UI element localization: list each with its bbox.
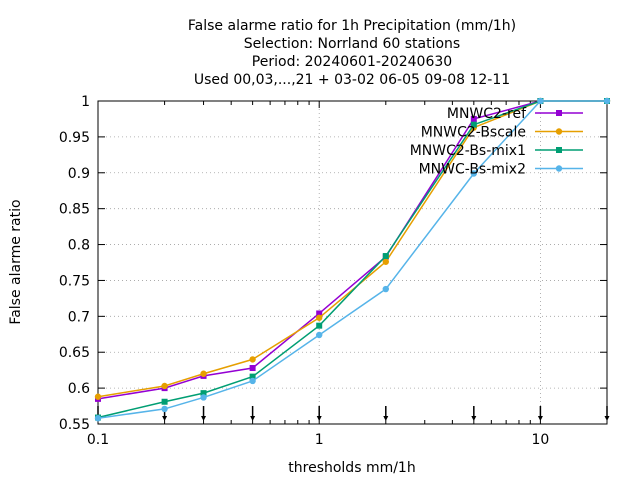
data-point [94, 415, 102, 422]
data-point [316, 310, 323, 317]
series-mnwc2-bscale [94, 97, 611, 400]
plot-frame [97, 100, 608, 425]
title-line: Used 00,03,...,21 + 03-02 06-05 09-08 12… [194, 72, 510, 88]
series [94, 97, 611, 422]
y-tick-label: 0.6 [68, 381, 90, 397]
legend-entry: MNWC2-ref [447, 106, 583, 122]
data-point [382, 258, 389, 265]
legend-label: MNWC-Bs-mix2 [419, 162, 526, 178]
threshold-arrow [537, 406, 543, 421]
y-tick-label: 0.8 [68, 238, 90, 254]
grid [97, 100, 607, 425]
title-line: False alarme ratio for 1h Precipitation … [188, 18, 516, 34]
title-line: Period: 20240601-20240630 [252, 54, 452, 70]
legend-entry: MNWC2-Bscale [421, 125, 583, 141]
y-tick-label: 0.85 [59, 202, 90, 218]
y-tick-label: 0.95 [59, 130, 90, 146]
y-tick-label: 0.7 [68, 309, 90, 325]
data-point [470, 170, 478, 177]
data-point [316, 322, 323, 329]
chart-title: False alarme ratio for 1h Precipitation … [188, 18, 516, 88]
x-tick-label: 0.1 [87, 432, 109, 448]
legend-label: MNWC2-Bs-mix1 [410, 143, 526, 159]
threshold-arrow [250, 406, 256, 421]
series-line [97, 100, 607, 400]
threshold-arrow [471, 406, 477, 421]
data-point [382, 253, 389, 260]
y-tick-label: 0.9 [68, 166, 90, 182]
data-point [161, 398, 168, 405]
data-point [161, 382, 168, 390]
data-point [249, 373, 256, 380]
data-point [200, 370, 207, 377]
y-tick-label: 0.65 [59, 345, 90, 361]
y-tick-label: 0.55 [59, 417, 90, 433]
y-tick-label: 1 [81, 94, 90, 110]
data-point [382, 285, 389, 293]
legend-marker [556, 147, 562, 153]
threshold-arrows [95, 406, 610, 421]
data-point [249, 377, 256, 385]
series-mnwc2-ref [95, 98, 610, 402]
series-mnwc-bs-mix2 [94, 97, 611, 422]
legend-marker [556, 110, 562, 116]
data-point [161, 405, 168, 413]
legend-entry: MNWC2-Bs-mix1 [410, 143, 583, 159]
x-tick-label: 10 [531, 432, 549, 448]
legend-label: MNWC2-ref [447, 106, 527, 122]
data-point [94, 393, 102, 400]
legend-entry: MNWC-Bs-mix2 [419, 162, 583, 178]
data-point [200, 390, 207, 397]
y-tick-label: 0.75 [59, 273, 90, 289]
data-point [470, 115, 477, 122]
legend-label: MNWC2-Bscale [421, 125, 526, 141]
data-point [470, 121, 477, 128]
x-tick-label: 1 [315, 432, 324, 448]
data-point [249, 356, 256, 363]
legend-marker [555, 165, 563, 172]
data-point [249, 365, 256, 372]
data-point [316, 314, 323, 321]
legend: MNWC2-ref MNWC2-Bscale MNWC2-Bs-mix1 MNWC-B… [410, 106, 583, 178]
data-point [316, 331, 323, 339]
series-line [97, 100, 607, 420]
axis-ticks: 0.55 0.6 0.65 0.7 0.75 0.8 0.85 0.9 0.95 1 0.1 1 10 [59, 94, 608, 448]
threshold-arrow [201, 406, 207, 421]
legend-marker [555, 128, 563, 135]
data-point [537, 97, 544, 105]
threshold-arrow [604, 406, 610, 421]
title-line: Selection: Norrland 60 stations [244, 36, 460, 52]
data-point [200, 394, 207, 401]
threshold-arrow [316, 406, 322, 421]
series-line [97, 100, 607, 419]
data-point [603, 97, 611, 105]
y-axis-label: False alarme ratio [8, 199, 24, 324]
series-mnwc2-bs-mix1 [95, 98, 610, 421]
threshold-arrow [383, 406, 389, 421]
x-axis-label: thresholds mm/1h [288, 460, 415, 476]
